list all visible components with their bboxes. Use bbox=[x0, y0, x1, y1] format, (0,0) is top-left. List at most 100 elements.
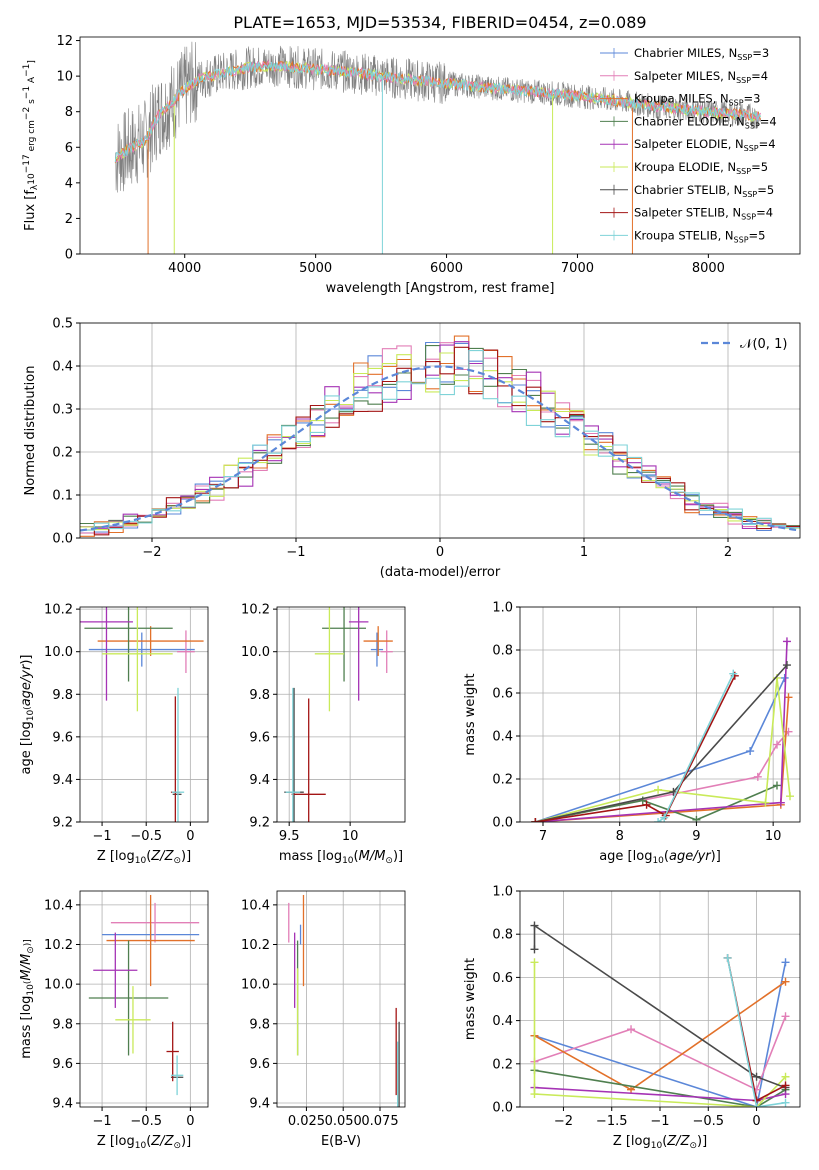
y-tick-label: 0 bbox=[65, 248, 73, 263]
weight-line-salpeter_stelib bbox=[535, 675, 736, 822]
y-tick-label: 10.0 bbox=[44, 645, 73, 660]
model-spectrum-kroupa_stelib bbox=[114, 60, 761, 162]
panel-weight_vs_age: 7 8 9 10 0.0 0.2 0.4 0.6 0.8 1.0 bbox=[492, 601, 801, 844]
weight-marker-salpeter_miles bbox=[753, 772, 762, 781]
plot-area bbox=[284, 607, 393, 822]
legend-entry-chabrier_elodie: Chabrier ELODIE, NSSP=4 bbox=[634, 114, 777, 130]
weight-marker-chabrier_stelib bbox=[530, 945, 539, 954]
x-tick-label: 10 bbox=[342, 829, 359, 844]
y-tick-label: 10 bbox=[56, 70, 73, 85]
y-tick-label: 0.5 bbox=[52, 317, 73, 332]
y-tick-label: 6 bbox=[65, 141, 73, 156]
y-tick-label: 10.0 bbox=[241, 645, 270, 660]
weight-marker-kroupa_elodie bbox=[761, 798, 770, 807]
legend-entry-kroupa_miles: Kroupa MILES, NSSP=3 bbox=[634, 92, 760, 108]
weight-line-chabrier_elodie bbox=[535, 784, 778, 822]
y-tick-label: 9.4 bbox=[52, 773, 73, 788]
x-tick-label: 9 bbox=[692, 829, 700, 844]
weight-line-salpeter_miles bbox=[535, 731, 790, 822]
x-tick-label: −2 bbox=[554, 1114, 573, 1129]
plot-area bbox=[88, 894, 200, 1096]
y-tick-label: 0.1 bbox=[52, 489, 73, 504]
x-tick-label: −1 bbox=[92, 1114, 111, 1129]
legend-entry-salpeter_elodie: Salpeter ELODIE, NSSP=4 bbox=[634, 137, 776, 153]
y-tick-label: 10.2 bbox=[241, 938, 270, 953]
weight-marker-chabrier_miles bbox=[746, 747, 755, 756]
weight-marker-salpeter_elodie bbox=[782, 637, 791, 646]
y-tick-label: 1.0 bbox=[492, 601, 513, 616]
y-tick-label: 0.3 bbox=[52, 403, 73, 418]
x-axis-label: Z [log10(Z/Z⊙)] bbox=[97, 849, 191, 866]
panel-age_vs_Z: −1 −0.5 0 9.2 9.4 9.6 9.8 10.0 10.2 bbox=[44, 603, 209, 844]
x-tick-label: 7000 bbox=[561, 261, 594, 276]
x-tick-label: −0.5 bbox=[130, 829, 162, 844]
panel-weight_vs_Z: −2 −1.5 −1 −0.5 0 0.0 0.2 0.4 0.6 0.8 1.0 bbox=[492, 885, 801, 1129]
plot-area bbox=[288, 894, 400, 1107]
x-tick-label: 9.5 bbox=[279, 829, 300, 844]
panel-spectrum: 4000 5000 6000 7000 8000 0 2 4 6 8 10 12 bbox=[56, 34, 801, 276]
y-tick-label: 9.8 bbox=[52, 1017, 73, 1032]
plot-area bbox=[114, 41, 761, 254]
x-tick-label: −1 bbox=[650, 1114, 669, 1129]
plot-area bbox=[80, 607, 204, 822]
y-tick-label: 2 bbox=[65, 212, 73, 227]
weight-marker-kroupa_stelib bbox=[729, 669, 738, 678]
y-tick-label: 0.6 bbox=[492, 687, 513, 702]
weight-marker-salpeter_stelib bbox=[531, 818, 540, 822]
weight-marker-kroupa_stelib bbox=[723, 953, 732, 962]
x-tick-label: −1 bbox=[92, 829, 111, 844]
weight-marker-chabrier_stelib bbox=[530, 921, 539, 930]
axes-frame bbox=[276, 890, 406, 1108]
y-axis-label-flux: Flux [fλ10−17 erg cm−2 s−1 A−1] bbox=[22, 60, 40, 231]
plot-area bbox=[531, 637, 795, 822]
y-tick-label: 9.6 bbox=[249, 1057, 270, 1072]
y-tick-label: 10.4 bbox=[44, 898, 73, 913]
y-tick-label: 9.2 bbox=[249, 816, 270, 831]
y-axis-label: Normed distribution bbox=[23, 366, 38, 496]
panel-residuals: −2 −1 0 1 2 0.0 0.1 0.2 0.3 0.4 0.5 bbox=[52, 317, 801, 560]
x-axis-label: (data-model)/error bbox=[380, 565, 501, 580]
y-axis-label: mass [log10(M/M⊙)] bbox=[19, 939, 36, 1059]
weight-marker-salpeter_miles bbox=[781, 1012, 790, 1021]
weight-marker-kroupa_elodie bbox=[530, 1090, 539, 1099]
x-tick-label: 0 bbox=[186, 1114, 194, 1129]
y-tick-label: 0.0 bbox=[52, 532, 73, 547]
x-axis-label: E(B-V) bbox=[321, 1134, 361, 1149]
x-tick-label: 1 bbox=[580, 545, 588, 560]
weight-marker-chabrier_miles bbox=[780, 673, 789, 682]
y-tick-label: 9.6 bbox=[52, 730, 73, 745]
x-tick-label: 7 bbox=[539, 829, 547, 844]
weight-marker-kroupa_miles bbox=[784, 693, 793, 702]
weight-marker-chabrier_stelib bbox=[782, 661, 791, 670]
plot-area bbox=[530, 921, 790, 1107]
weight-marker-chabrier_stelib bbox=[752, 1072, 761, 1081]
weight-line-kroupa_elodie bbox=[535, 677, 791, 822]
x-axis-label: Z [log10(Z/Z⊙)] bbox=[97, 1134, 191, 1151]
y-tick-label: 9.8 bbox=[52, 688, 73, 703]
weight-line-kroupa_elodie bbox=[533, 962, 787, 1107]
x-tick-label: 0.050 bbox=[325, 1114, 362, 1129]
x-axis-label: Z [log10(Z/Z⊙)] bbox=[613, 1134, 707, 1151]
y-tick-label: 10.0 bbox=[241, 978, 270, 993]
weight-marker-salpeter_elodie bbox=[776, 798, 785, 807]
y-tick-label: 9.6 bbox=[52, 1057, 73, 1072]
x-tick-label: 0 bbox=[186, 829, 194, 844]
histogram-salpeter_stelib bbox=[80, 346, 800, 536]
y-tick-label: 8 bbox=[65, 105, 73, 120]
weight-marker-kroupa_stelib bbox=[660, 813, 669, 822]
y-tick-label: 1.0 bbox=[492, 885, 513, 900]
panel-age_vs_mass: 9.5 10 9.2 9.4 9.6 9.8 10.0 10.2 bbox=[241, 603, 406, 844]
x-tick-label: 8000 bbox=[692, 261, 725, 276]
weight-line-kroupa_stelib bbox=[726, 957, 786, 1107]
y-tick-label: 0.4 bbox=[492, 730, 513, 745]
axes-frame bbox=[276, 606, 406, 823]
weight-marker-chabrier_elodie bbox=[772, 781, 781, 790]
figure-title: PLATE=1653, MJD=53534, FIBERID=0454, z=0… bbox=[233, 13, 646, 32]
y-tick-label: 9.4 bbox=[249, 773, 270, 788]
weight-marker-salpeter_miles bbox=[627, 1025, 636, 1034]
y-axis-label: mass weight bbox=[463, 958, 478, 1040]
x-tick-label: −2 bbox=[142, 545, 161, 560]
y-tick-label: 9.2 bbox=[52, 816, 73, 831]
x-tick-label: 0.075 bbox=[361, 1114, 398, 1129]
